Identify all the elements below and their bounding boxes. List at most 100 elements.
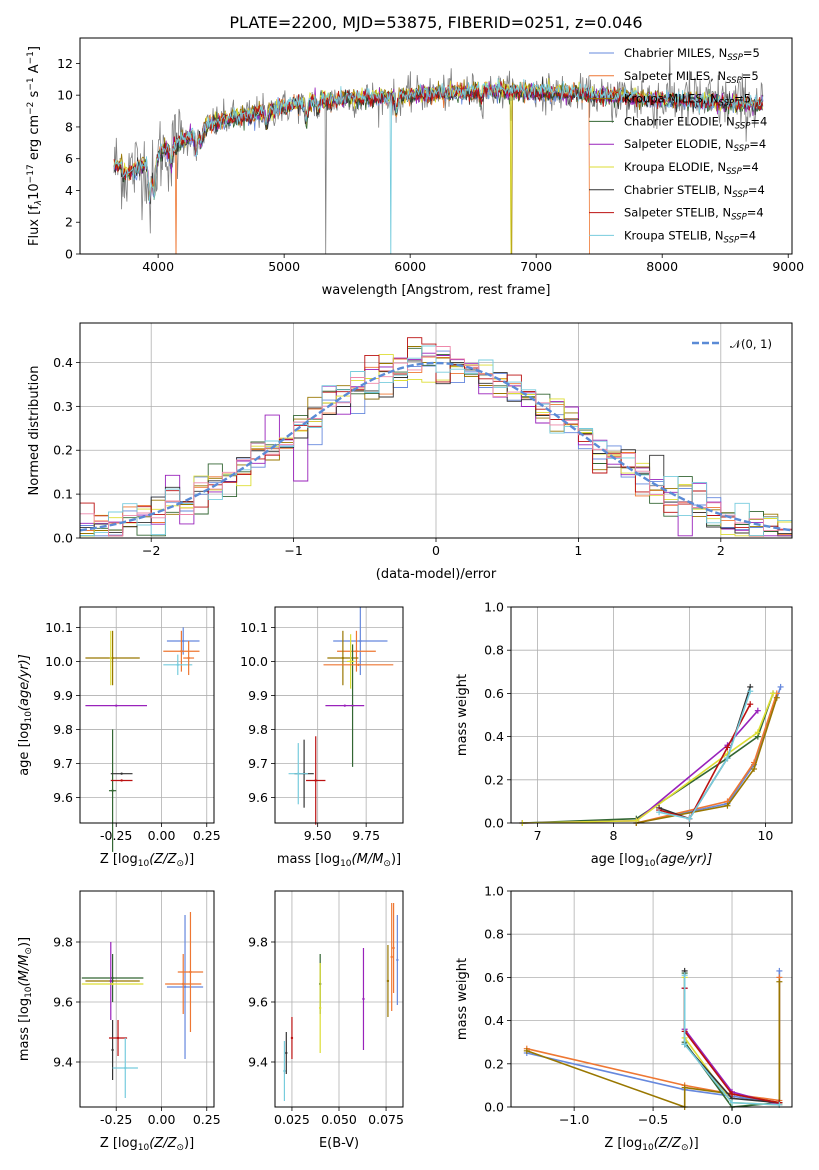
- y-tick-label: 0.3: [53, 399, 73, 414]
- legend-n: =4: [749, 137, 766, 151]
- model-spectrum-KroupaSTELIB: [113, 78, 764, 254]
- data-point: [182, 982, 185, 986]
- legend-sub: SSP: [731, 213, 747, 223]
- label-part: )]: [689, 1136, 699, 1151]
- x-axis-label: age [log10(age/yr)]: [591, 852, 713, 869]
- data-point: [111, 789, 114, 792]
- label-part: ⊙: [383, 859, 391, 869]
- x-tick-label: 0: [432, 543, 440, 558]
- massweight-Z-panel: −1.0 −0.5 0.0 0.0 0.2 0.4 0.6 0.8 1.0 Z [log10(Z/…: [455, 884, 793, 1153]
- legend-sub: SSP: [719, 99, 735, 109]
- x-tick-label: −1.0: [559, 1112, 589, 1127]
- x-tick-label: −2: [142, 543, 160, 558]
- y-tick-label: 9.6: [53, 790, 73, 805]
- y-axis-label: mass weight: [455, 958, 470, 1040]
- data-point: [357, 663, 360, 667]
- y-tick-label: 0.8: [484, 927, 504, 942]
- residual-panel: −2 −1 0 1 2 0.0 0.1 0.2 0.3 0.4 (data-model)/error…: [27, 322, 793, 582]
- label-part: age [log: [17, 723, 32, 776]
- y-tick-label: 0.0: [484, 1100, 504, 1115]
- label-part: (M/M: [17, 955, 32, 987]
- legend-label: Chabrier MILES, NSSP=5: [624, 46, 760, 63]
- label-part: (age/yr)]: [655, 852, 712, 867]
- data-point: [390, 955, 393, 959]
- data-point: [343, 704, 347, 707]
- y-tick-label: 9.4: [248, 1055, 268, 1070]
- age-Z-panel: -0.25 0.00 0.259.69.79.89.910.010.1Z [log1…: [17, 606, 221, 869]
- y-axis-label: mass [log10(M/M⊙)]: [17, 937, 34, 1061]
- data-point: [120, 779, 123, 782]
- y-tick-label: 6: [65, 151, 73, 166]
- axes-frame: [79, 890, 215, 1108]
- legend-text: Chabrier ELODIE, N: [624, 114, 735, 128]
- legend-n: =5: [743, 46, 760, 60]
- label-part: (Z/Z: [149, 1136, 177, 1151]
- x-axis-label: wavelength [Angstrom, rest frame]: [322, 283, 551, 298]
- y-tick-label: 9.6: [53, 995, 73, 1010]
- x-axis-label: E(B-V): [319, 1136, 359, 1151]
- y-tick-label: 0.2: [53, 443, 73, 458]
- y-tick-label: 0: [65, 247, 73, 262]
- legend-n: =5: [742, 69, 759, 83]
- data-point: [355, 650, 358, 653]
- x-tick-label: 0.25: [193, 828, 221, 843]
- label-part: Flux [f: [27, 205, 42, 246]
- axes-frame: [510, 890, 793, 1108]
- y-tick-label: 0.4: [484, 1013, 504, 1028]
- legend-label: Kroupa MILES, NSSP=5: [624, 92, 751, 109]
- x-tick-label: 7000: [520, 259, 552, 274]
- label-part: Z [log: [604, 1136, 642, 1151]
- x-tick-label: 8: [610, 828, 618, 843]
- x-tick-label: 8000: [646, 259, 678, 274]
- histogram-step: [80, 346, 792, 537]
- x-tick-label: −1: [284, 543, 302, 558]
- x-tick-label: 0.050: [321, 1112, 357, 1127]
- data-point: [183, 985, 187, 989]
- label-part: )]: [184, 1136, 194, 1151]
- legend-sub: SSP: [724, 235, 740, 245]
- legend-n: =5: [734, 92, 751, 106]
- y-tick-label: 0.6: [484, 970, 504, 985]
- legend-text: Chabrier STELIB, N: [624, 183, 732, 197]
- y-tick-label: 0.2: [484, 772, 504, 787]
- series-line: [636, 693, 778, 824]
- label-part: ⊙: [176, 859, 184, 869]
- y-tick-label: 10.0: [45, 654, 73, 669]
- legend-sub: SSP: [732, 190, 748, 200]
- mass-Z-panel: -0.25 0.00 0.259.49.69.8Z [log10(Z/Z⊙)]mas…: [17, 890, 221, 1153]
- x-tick-label: 0.0: [722, 1112, 742, 1127]
- y-tick-label: 10.1: [240, 620, 268, 635]
- axes-frame: [79, 606, 215, 824]
- series-line: [526, 981, 781, 1109]
- axes-frame: [79, 37, 793, 255]
- legend-sub: SSP: [727, 53, 743, 63]
- x-tick-label: 1: [574, 543, 582, 558]
- y-tick-label: 0.1: [53, 487, 73, 502]
- x-axis-label: (data-model)/error: [376, 567, 497, 582]
- label-part: 10: [138, 859, 150, 869]
- y-tick-label: 9.8: [53, 935, 73, 950]
- data-point: [318, 1006, 322, 1010]
- legend-text: Salpeter STELIB, N: [624, 206, 731, 220]
- series-line: [522, 693, 774, 824]
- mass-EBV-panel: 0.025 0.050 0.075 9.4 9.6 9.8 E(B-V): [248, 890, 404, 1151]
- label-part: erg cm: [27, 115, 42, 164]
- label-part: ]: [27, 46, 42, 51]
- data-point: [124, 1066, 127, 1070]
- x-tick-label: 0.00: [148, 1112, 176, 1127]
- y-tick-label: 9.6: [248, 790, 268, 805]
- label-part: Z [log: [100, 1136, 138, 1151]
- y-tick-label: 0.2: [484, 1056, 504, 1071]
- legend-text: Salpeter MILES, N: [624, 69, 726, 83]
- axes-frame: [510, 606, 793, 824]
- label-part: −1: [26, 51, 36, 64]
- series-line: [658, 686, 751, 820]
- label-part: mass [log: [277, 852, 340, 867]
- x-tick-label: −0.5: [638, 1112, 668, 1127]
- x-axis-label: Z [log10(Z/Z⊙)]: [604, 1136, 698, 1153]
- x-axis-label: Z [log10(Z/Z⊙)]: [100, 1136, 194, 1153]
- spectrum-panel: 4000 5000 6000 7000 8000 9000 0 2 4 6 8 10 12 wavelen…: [26, 37, 804, 298]
- label-part: s: [27, 90, 42, 101]
- legend-n: =4: [750, 114, 767, 128]
- series-line: [658, 703, 751, 820]
